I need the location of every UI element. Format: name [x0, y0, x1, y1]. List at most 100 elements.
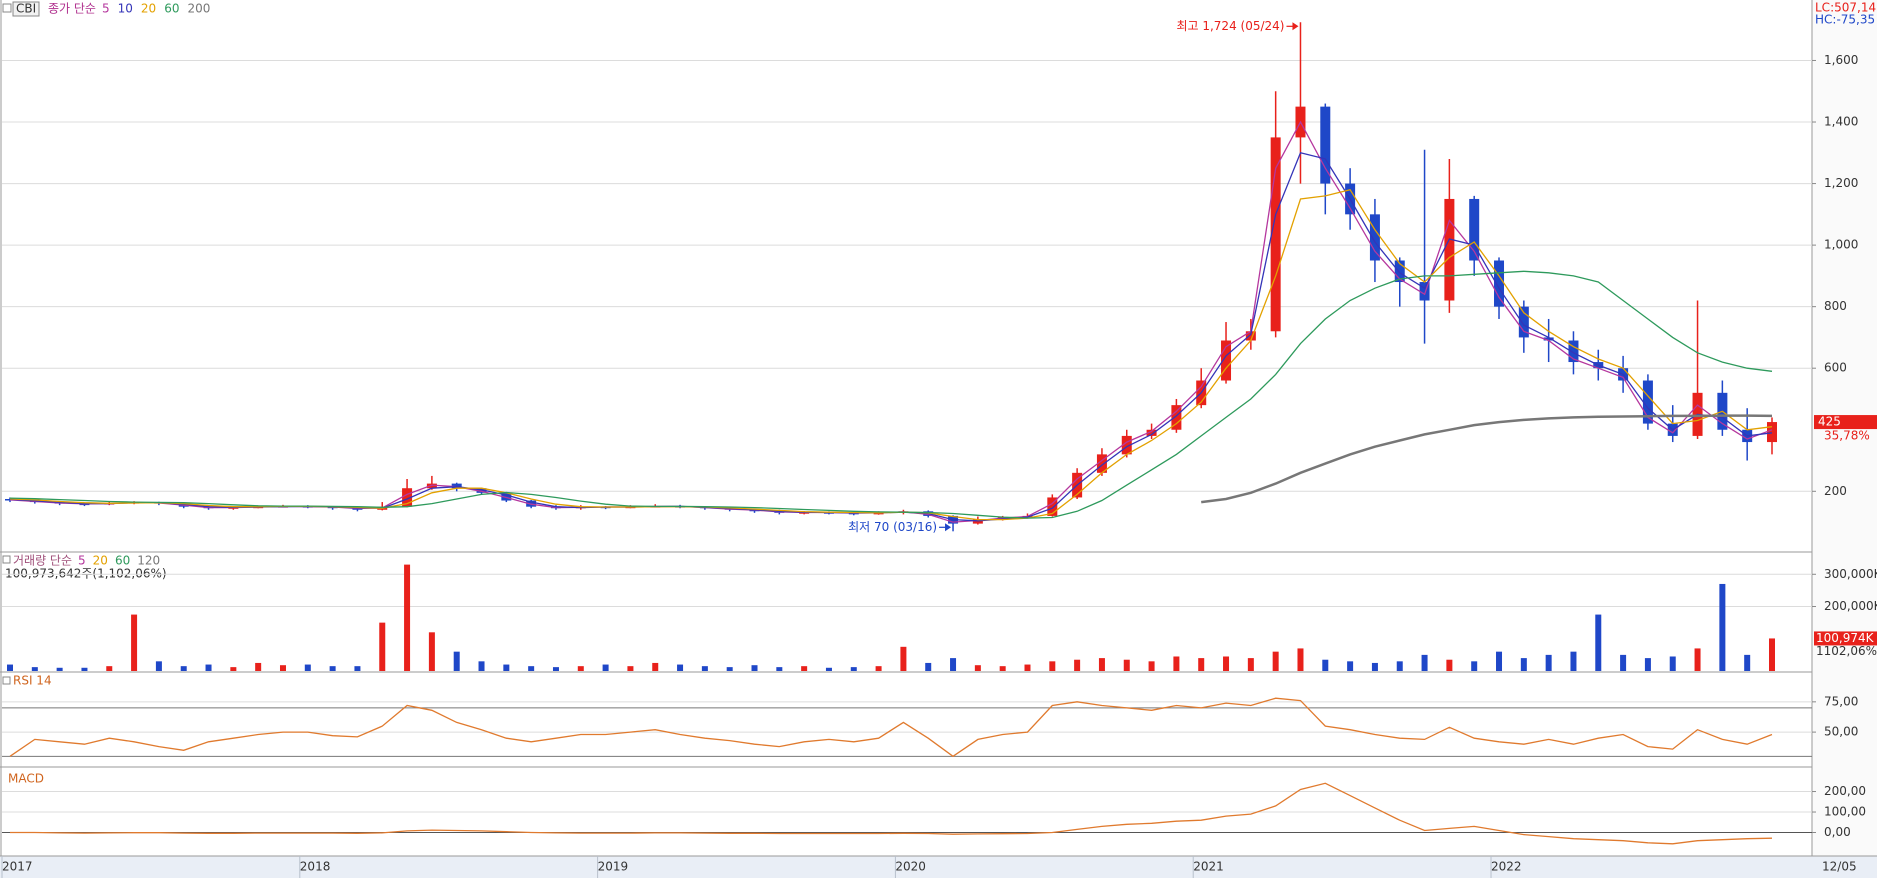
- volume-bar: [1223, 656, 1230, 671]
- candle-body: [476, 488, 487, 493]
- candle-body: [1320, 106, 1331, 184]
- panel-icon: [2, 555, 11, 564]
- legend-entry: 120: [137, 554, 160, 568]
- last-volume-box: [1814, 631, 1877, 646]
- volume-bar: [1570, 651, 1577, 671]
- x-tick-label: 2020: [895, 860, 926, 874]
- indicator-line: [9, 697, 1773, 758]
- candle-body: [1568, 340, 1579, 363]
- y-tick-label: 300,000K: [1824, 567, 1877, 581]
- candle-body: [1096, 454, 1107, 473]
- volume-bar: [1247, 658, 1254, 671]
- candle-body: [1642, 380, 1653, 424]
- macd-title: MACD: [8, 772, 44, 786]
- volume-bar: [1198, 658, 1205, 671]
- lc-label: LC:507,14: [1815, 1, 1876, 15]
- x-tick-label: 2017: [2, 860, 33, 874]
- legend-entry: 20: [141, 2, 156, 16]
- volume-bar: [751, 665, 758, 671]
- volume-change: 1102,06%: [1816, 644, 1877, 658]
- legend-entry: 20: [93, 554, 108, 568]
- volume-bar: [1446, 659, 1453, 671]
- volume-bar: [801, 666, 808, 671]
- candle-body: [1419, 282, 1430, 301]
- volume-bar: [180, 666, 187, 671]
- volume-bar: [602, 664, 609, 671]
- volume-bar: [1496, 651, 1503, 671]
- x-tick-label: 2018: [300, 860, 331, 874]
- volume-bar: [1322, 659, 1329, 671]
- candle-body: [1270, 137, 1281, 332]
- legend-entry: 5: [102, 2, 110, 16]
- panel-icon: [2, 3, 12, 13]
- volume-bar: [701, 666, 708, 671]
- y-tick-label: 600: [1824, 361, 1847, 375]
- candle-body: [1494, 260, 1505, 307]
- y-tick-label: 1,400: [1824, 115, 1858, 129]
- moving-average: [9, 270, 1773, 519]
- legend-entry: 10: [118, 2, 133, 16]
- volume-bar: [1545, 654, 1552, 671]
- indicator-line: [10, 782, 1773, 845]
- y-tick-label: 1,600: [1824, 53, 1858, 67]
- y-tick-label: 50,00: [1824, 725, 1858, 739]
- volume-bar: [106, 666, 113, 671]
- moving-average: [1201, 414, 1773, 504]
- volume-bar: [1719, 583, 1726, 671]
- symbol-box: [12, 1, 40, 17]
- volume-bar: [304, 664, 311, 671]
- volume-bar: [652, 662, 659, 671]
- volume-bar: [1694, 648, 1701, 671]
- candle-body: [1146, 429, 1157, 436]
- candle-body: [1767, 422, 1777, 443]
- legend-title: 종가 단순: [48, 2, 96, 16]
- volume-bar: [528, 666, 535, 671]
- x-tick-label: 2022: [1491, 860, 1522, 874]
- volume-bar: [1620, 654, 1627, 671]
- volume-bar: [577, 666, 584, 671]
- last-volume: 100,974K: [1816, 631, 1875, 645]
- legend-entry: 60: [164, 2, 179, 16]
- panel-icon: [2, 676, 11, 685]
- candle-body: [1171, 405, 1182, 430]
- legend-title: 거래량 단순: [13, 554, 72, 568]
- volume-bar: [1744, 654, 1751, 671]
- candle-body: [402, 488, 413, 507]
- volume-bar: [478, 661, 485, 671]
- volume-bar: [1396, 661, 1403, 671]
- volume-bar: [155, 661, 162, 671]
- y-tick-label: 100,00: [1824, 805, 1866, 819]
- volume-bar: [31, 667, 38, 671]
- x-tick-label: 12/05: [1822, 860, 1857, 874]
- extreme-label: 최고 1,724 (05/24): [1176, 19, 1284, 33]
- symbol: CBI: [16, 2, 36, 16]
- volume-bar: [825, 667, 832, 671]
- volume-bar: [428, 632, 435, 671]
- y-tick-label: 200,000K: [1824, 599, 1877, 613]
- x-tick-label: 2019: [598, 860, 629, 874]
- legend-entry: 60: [115, 554, 130, 568]
- candle-body: [1369, 214, 1380, 261]
- volume-bar: [1644, 658, 1651, 671]
- volume-bar: [999, 666, 1006, 671]
- volume-bar: [1297, 648, 1304, 671]
- y-tick-label: 0,00: [1824, 825, 1851, 839]
- candle-body: [1047, 497, 1058, 516]
- volume-bar: [726, 667, 733, 671]
- y-tick-label: 1,200: [1824, 176, 1858, 190]
- x-tick-label: 2021: [1193, 860, 1224, 874]
- volume-bar: [404, 564, 411, 671]
- volume-bar: [379, 622, 386, 671]
- volume-bar: [1123, 659, 1130, 671]
- volume-bar: [776, 667, 783, 671]
- volume-bar: [230, 667, 237, 671]
- volume-bar: [354, 666, 361, 671]
- candle-body: [426, 483, 437, 489]
- volume-bar: [329, 666, 336, 671]
- extreme-label: 최저 70 (03/16): [848, 520, 937, 534]
- volume-bar: [1049, 661, 1056, 671]
- volume-bar: [974, 665, 981, 671]
- y-tick-label: 1,000: [1824, 238, 1858, 252]
- volume-bar: [205, 664, 212, 671]
